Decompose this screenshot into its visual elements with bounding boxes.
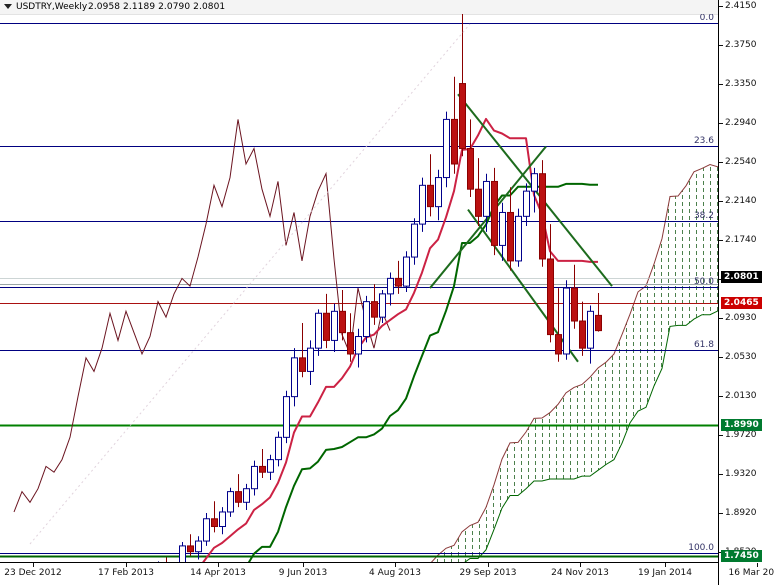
tick-mark (757, 563, 758, 567)
date-tick-label: 29 Sep 2013 (459, 568, 517, 578)
tenkan-sen-line (202, 117, 598, 562)
tick-mark (218, 563, 219, 567)
tick-mark (719, 435, 723, 436)
date-tick-label: 19 Jan 2014 (638, 568, 692, 578)
price-tag-green[interactable]: 1.7450 (721, 550, 762, 562)
price-tick-label: 2.2540 (725, 157, 757, 167)
tick-mark (580, 563, 581, 567)
price-tag-black[interactable]: 2.0801 (721, 271, 762, 283)
price-tick-label: 1.9720 (725, 430, 757, 440)
fib-label: 38.2 (693, 211, 714, 221)
ichimoku-cloud (430, 163, 718, 562)
tick-mark (719, 513, 723, 514)
price-tick-label: 2.2940 (725, 118, 757, 128)
date-tick-label: 16 Mar 2014 (728, 568, 775, 578)
tick-mark (488, 563, 489, 567)
tick-mark (33, 563, 34, 567)
price-tick-label: 2.0530 (725, 352, 757, 362)
chart-plot-area[interactable]: 0.0 23.6 38.2 50.0 61.8 100.0 (0, 14, 718, 562)
tick-mark (126, 563, 127, 567)
date-tick-label: 23 Dec 2012 (4, 568, 62, 578)
fib-label: 50.0 (693, 277, 714, 287)
caret-down-icon[interactable] (4, 4, 12, 9)
tick-mark (719, 162, 723, 163)
tick-mark (719, 45, 723, 46)
tick-mark (665, 563, 666, 567)
price-tick-label: 2.2140 (725, 196, 757, 206)
price-tick-label: 1.9320 (725, 469, 757, 479)
price-tag-red[interactable]: 2.0465 (721, 297, 762, 309)
date-axis[interactable]: 23 Dec 2012 17 Feb 2013 14 Apr 2013 9 Jun 2… (0, 562, 775, 585)
tick-mark (719, 318, 723, 319)
price-tick-label: 2.4150 (725, 1, 757, 11)
price-axis[interactable]: 2.4150 2.3750 2.3350 2.2940 2.2540 2.2140 2.17… (718, 0, 775, 585)
date-tick-label: 24 Nov 2013 (551, 568, 609, 578)
tick-mark (719, 474, 723, 475)
fib-label: 0.0 (699, 14, 714, 23)
tick-mark (303, 563, 304, 567)
price-tick-label: 2.0930 (725, 313, 757, 323)
price-tag-green[interactable]: 1.8990 (721, 419, 762, 431)
date-tick-label: 9 Jun 2013 (278, 568, 328, 578)
price-tick-label: 2.1740 (725, 235, 757, 245)
date-tick-label: 17 Feb 2013 (97, 568, 155, 578)
tick-mark (719, 6, 723, 7)
price-chart-svg (0, 14, 718, 562)
fib-label: 61.8 (693, 340, 714, 350)
price-tick-label: 2.0130 (725, 391, 757, 401)
symbol-label: USDTRY,Weekly (16, 2, 88, 12)
tick-mark (719, 201, 723, 202)
candlestick-series (158, 14, 602, 562)
price-tick-label: 2.3350 (725, 79, 757, 89)
fib-label: 23.6 (693, 136, 714, 146)
tick-mark (719, 357, 723, 358)
chikou-span-line (13, 119, 391, 513)
date-tick-label: 14 Apr 2013 (190, 568, 246, 578)
tick-mark (395, 563, 396, 567)
tick-mark (719, 240, 723, 241)
date-tick-label: 4 Aug 2013 (369, 568, 421, 578)
ohlc-values: 2.0958 2.1189 2.0790 2.0801 (88, 2, 226, 12)
price-tick-label: 2.3750 (725, 40, 757, 50)
price-tick-label: 1.8920 (725, 508, 757, 518)
tick-mark (719, 396, 723, 397)
tick-mark (719, 84, 723, 85)
kijun-sen-line (247, 182, 598, 562)
fib-label: 100.0 (688, 543, 714, 553)
chart-header: USDTRY,Weekly 2.0958 2.1189 2.0790 2.080… (0, 0, 775, 15)
fib-fan-guide (29, 23, 471, 545)
fibonacci-levels (0, 23, 718, 554)
tick-mark (719, 123, 723, 124)
